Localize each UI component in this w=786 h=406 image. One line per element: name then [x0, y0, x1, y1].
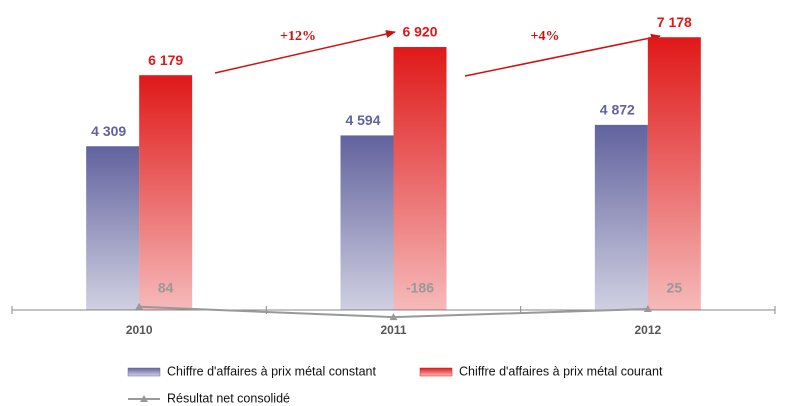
bar [594, 124, 648, 310]
growth-arrow [464, 33, 661, 77]
legend-swatch [419, 367, 453, 377]
bar [340, 135, 394, 310]
line-marker [389, 313, 398, 321]
legend-label: Chiffre d'affaires à prix métal constant [167, 364, 376, 378]
annotation: +12% [280, 29, 316, 44]
data-label: 84 [158, 280, 174, 296]
data-label: 25 [667, 280, 683, 296]
line-marker [643, 305, 652, 313]
x-tick-label: 2011 [380, 323, 406, 337]
bar [393, 47, 447, 310]
bar [86, 146, 140, 310]
data-label: -186 [406, 280, 434, 296]
data-label: 4 309 [91, 123, 126, 139]
data-label: 6 179 [148, 52, 183, 68]
data-label: 4 872 [600, 102, 635, 118]
annotation: +4% [531, 29, 560, 44]
data-label: 6 920 [402, 24, 437, 40]
growth-arrow [214, 30, 396, 74]
bar [647, 37, 701, 311]
legend-swatch [127, 367, 161, 377]
legend-swatch [140, 395, 148, 402]
bar [139, 75, 193, 310]
data-label: 7 178 [657, 14, 692, 30]
legend-label: Résultat net consolidé [167, 391, 290, 405]
line-marker [135, 302, 144, 310]
x-tick-label: 2012 [634, 323, 661, 337]
legend-label: Chiffre d'affaires à prix métal courant [459, 364, 663, 378]
x-tick-label: 2010 [126, 323, 153, 337]
data-label: 4 594 [345, 112, 380, 128]
